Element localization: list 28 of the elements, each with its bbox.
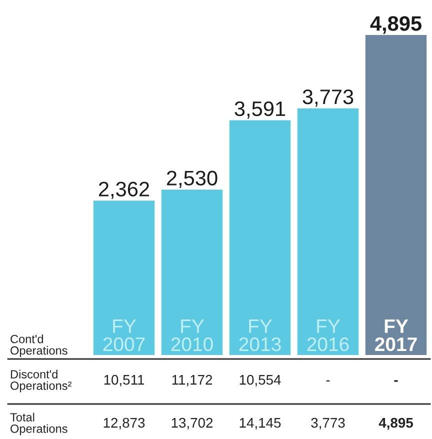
x-tick-label: FY 2010 [171, 319, 213, 352]
text: 10,554 [240, 374, 281, 386]
x-tick-label: FY 2017 [375, 319, 417, 352]
data-label: 2,530 [166, 170, 218, 188]
text: 12,873 [104, 418, 145, 430]
x-tick-label: FY 2016 [307, 319, 349, 352]
bar [229, 120, 291, 355]
text: 3,773 [311, 418, 345, 430]
x-tick-label: FY 2007 [103, 319, 145, 352]
text: Cont'd Operations [10, 334, 68, 357]
data-label: 4,895 [370, 16, 422, 34]
text: - [326, 380, 330, 382]
text: - [394, 380, 398, 382]
bar [297, 108, 359, 355]
bar [365, 35, 427, 355]
bar [161, 190, 223, 355]
data-label: 3,591 [234, 101, 286, 119]
text: Total Operations [10, 412, 68, 436]
text: 14,145 [240, 418, 281, 430]
text: Discont'd Operations² [10, 370, 72, 392]
text: 11,172 [172, 374, 212, 386]
data-label: 3,773 [302, 89, 354, 107]
bar [93, 200, 155, 355]
data-label: 2,362 [98, 182, 150, 199]
text: 13,702 [172, 418, 213, 430]
text: 4,895 [378, 418, 413, 430]
text: 10,511 [104, 374, 144, 386]
x-tick-label: FY 2013 [239, 319, 281, 352]
